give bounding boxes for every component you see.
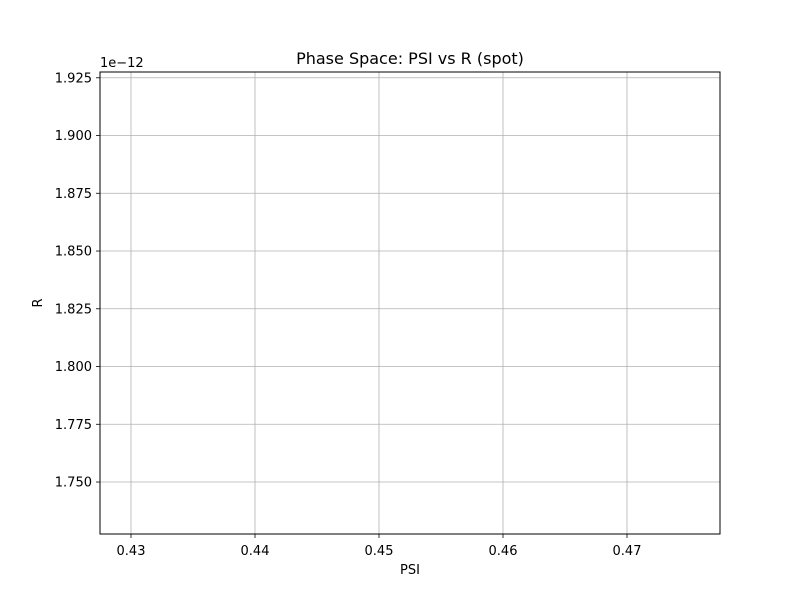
x-axis-ticks: 0.43 0.44 0.45 0.46 0.47 (117, 534, 642, 559)
x-tick-label: 0.47 (613, 544, 642, 559)
y-tick-label: 1.900 (55, 129, 92, 144)
y-axis-offset-label: 1e−12 (100, 56, 144, 71)
y-tick-label: 1.800 (55, 360, 92, 375)
y-axis-label: R (31, 298, 46, 307)
y-tick-label: 1.825 (55, 302, 92, 317)
grid-layer (100, 72, 720, 534)
x-tick-label: 0.45 (365, 544, 394, 559)
plot-frame (99, 71, 721, 535)
x-tick-label: 0.46 (489, 544, 518, 559)
chart-title: Phase Space: PSI vs R (spot) (296, 49, 524, 68)
x-tick-label: 0.44 (241, 544, 270, 559)
x-tick-label: 0.43 (117, 544, 146, 559)
y-tick-label: 1.925 (55, 71, 92, 86)
y-tick-label: 1.850 (55, 245, 92, 260)
y-tick-label: 1.875 (55, 187, 92, 202)
x-axis-label: PSI (400, 563, 420, 578)
y-axis-ticks: 1.750 1.775 1.800 1.825 1.850 1.875 1.900 1.925 (55, 71, 100, 491)
y-tick-label: 1.775 (55, 418, 92, 433)
y-tick-label: 1.750 (55, 476, 92, 491)
